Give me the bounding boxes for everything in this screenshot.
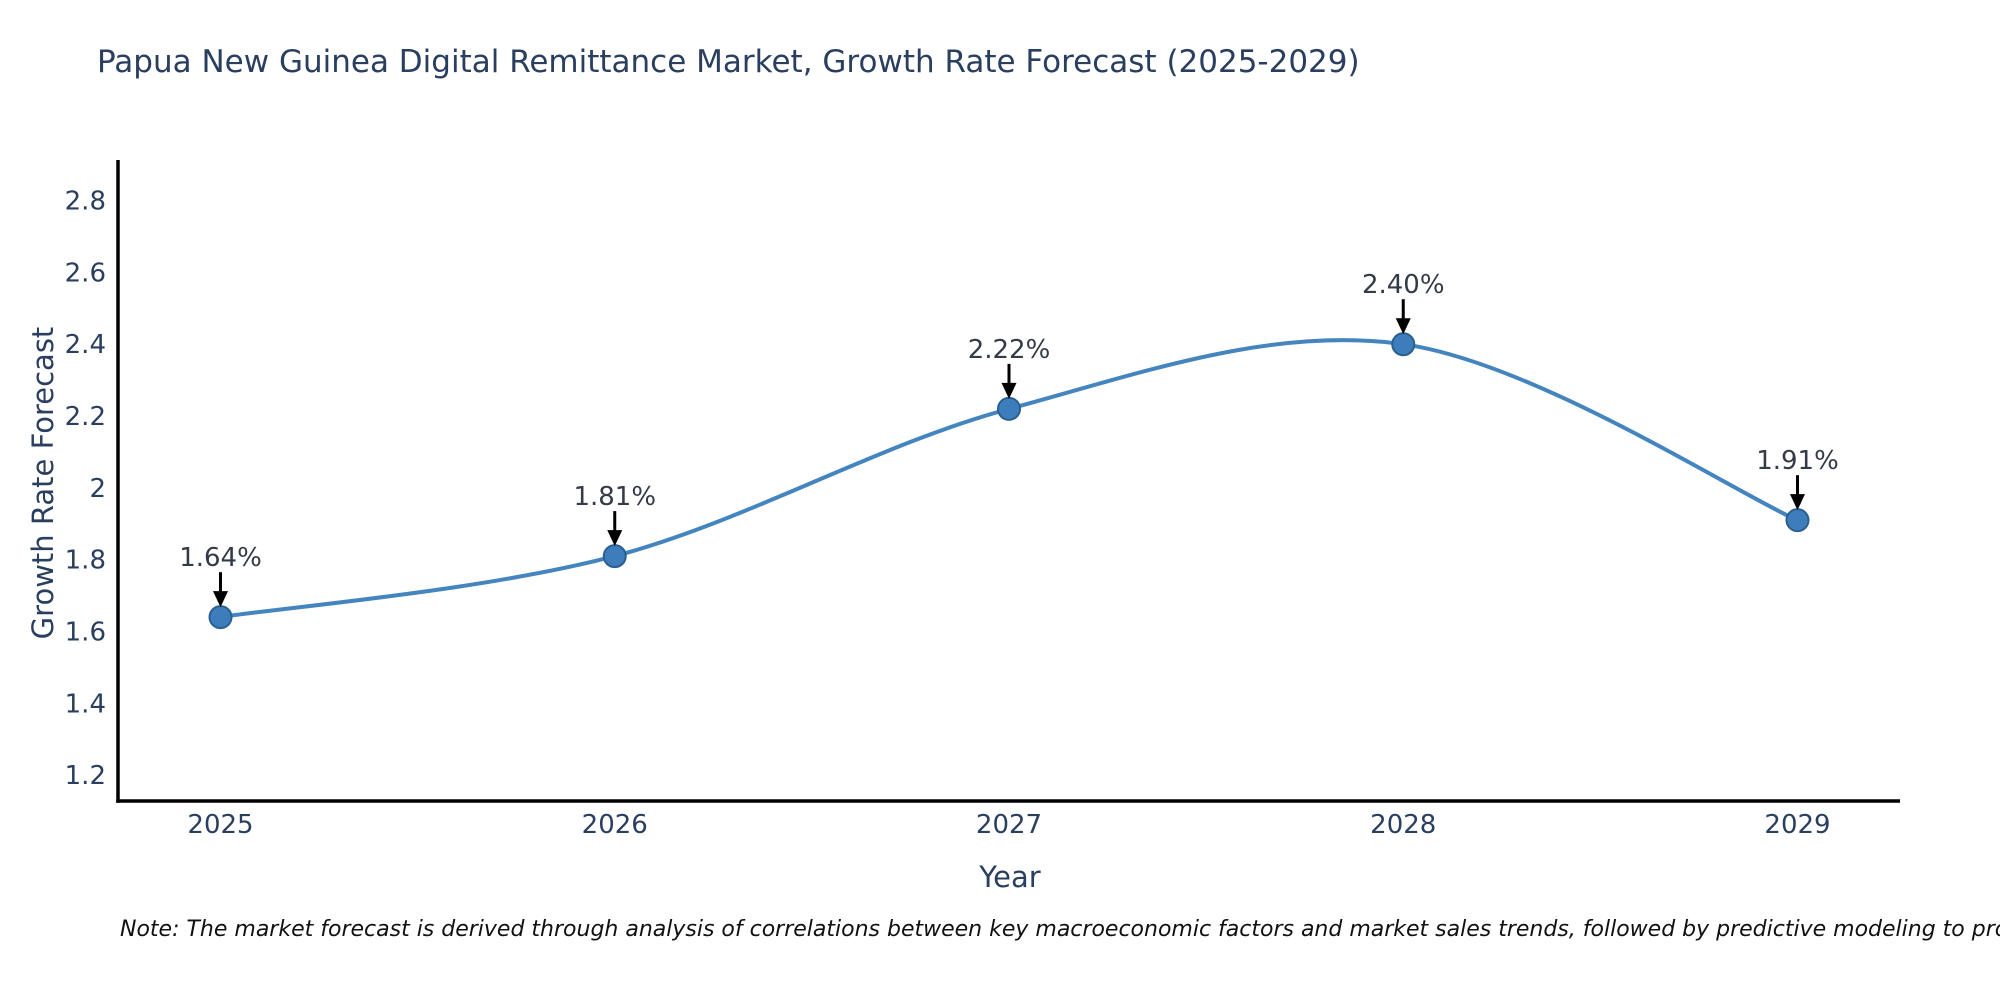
y-tick-label: 1.4 [65,689,106,719]
data-point-marker[interactable] [208,605,233,630]
footnote: Note: The market forecast is derived thr… [120,917,2000,942]
y-tick-label: 1.8 [65,546,106,576]
point-value-label: 1.91% [1756,446,1839,476]
annotation-arrow-head [213,591,229,608]
point-value-label: 1.81% [573,482,656,512]
y-tick-label: 2.8 [65,187,106,217]
y-tick-label: 1.6 [65,618,106,648]
y-tick-label: 2.6 [65,258,106,288]
x-tick-label: 2027 [976,810,1042,840]
data-point-marker[interactable] [997,396,1021,421]
data-point-marker[interactable] [602,544,627,569]
x-axis-title: Year [979,860,1041,894]
annotation-arrow-head [1001,382,1017,399]
x-tick-label: 2029 [1764,810,1830,840]
annotation-arrow-head [1789,494,1805,511]
y-tick-label: 2.4 [65,330,106,360]
annotation-arrow-head [1395,318,1411,335]
point-value-label: 2.40% [1362,270,1445,300]
point-value-label: 1.64% [179,543,262,573]
annotation-arrow-head [607,530,623,547]
y-tick-label: 2 [89,474,106,504]
data-point-marker[interactable] [1785,508,1810,533]
y-tick-label: 1.2 [65,761,106,791]
chart-title: Papua New Guinea Digital Remittance Mark… [97,44,1360,80]
data-point-marker[interactable] [1391,332,1416,357]
y-tick-label: 2.2 [65,402,106,432]
point-value-label: 2.22% [968,335,1051,365]
y-axis-title: Growth Rate Forecast [26,326,60,640]
x-tick-label: 2026 [582,810,648,840]
x-tick-label: 2028 [1370,810,1436,840]
x-tick-label: 2025 [187,810,253,840]
